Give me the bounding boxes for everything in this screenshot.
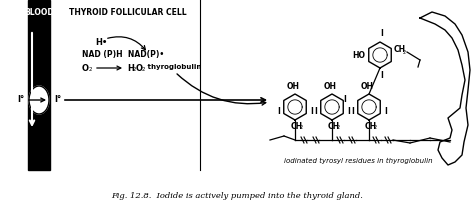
Text: H•: H• [95, 38, 108, 47]
Bar [28, 0, 50, 170]
Text: CH: CH [365, 122, 377, 131]
Text: I: I [351, 107, 354, 116]
Text: I: I [381, 29, 383, 38]
Text: CH: CH [394, 46, 406, 55]
Text: Fig. 12.8.  Iodide is actively pumped into the thyroid gland.: Fig. 12.8. Iodide is actively pumped int… [111, 192, 363, 200]
Text: OH: OH [361, 82, 374, 91]
Text: iodinated tyrosyl residues in thyroglobulin: iodinated tyrosyl residues in thyroglobu… [283, 158, 432, 164]
Text: 2: 2 [142, 67, 146, 72]
Text: O: O [82, 64, 89, 73]
Text: I: I [347, 107, 350, 116]
Text: I: I [310, 107, 313, 116]
Text: CH: CH [328, 122, 340, 131]
Text: I°: I° [54, 96, 61, 104]
Text: NAD (P)H  NAD(P)•: NAD (P)H NAD(P)• [82, 50, 164, 59]
Ellipse shape [29, 86, 49, 114]
Text: H: H [127, 64, 134, 73]
Text: I: I [381, 71, 383, 80]
Text: OH: OH [286, 82, 300, 91]
Text: OH: OH [323, 82, 337, 91]
Text: thyroglobulin: thyroglobulin [145, 64, 201, 70]
Text: THYROID FOLLICULAR CELL: THYROID FOLLICULAR CELL [69, 8, 187, 17]
Text: I: I [314, 107, 317, 116]
Text: CH: CH [291, 122, 303, 131]
Text: I°: I° [18, 96, 25, 104]
Text: BLOOD: BLOOD [24, 8, 54, 17]
Text: 2: 2 [337, 125, 340, 130]
Text: O: O [136, 64, 143, 73]
Text: I: I [344, 94, 346, 103]
Text: HO: HO [352, 51, 365, 60]
Text: I: I [384, 107, 387, 116]
Text: 2: 2 [133, 67, 137, 72]
Text: 2: 2 [300, 125, 303, 130]
Text: 2: 2 [403, 51, 406, 56]
Text: 2: 2 [374, 125, 377, 130]
Text: 2: 2 [89, 67, 92, 72]
Text: I: I [277, 107, 280, 116]
